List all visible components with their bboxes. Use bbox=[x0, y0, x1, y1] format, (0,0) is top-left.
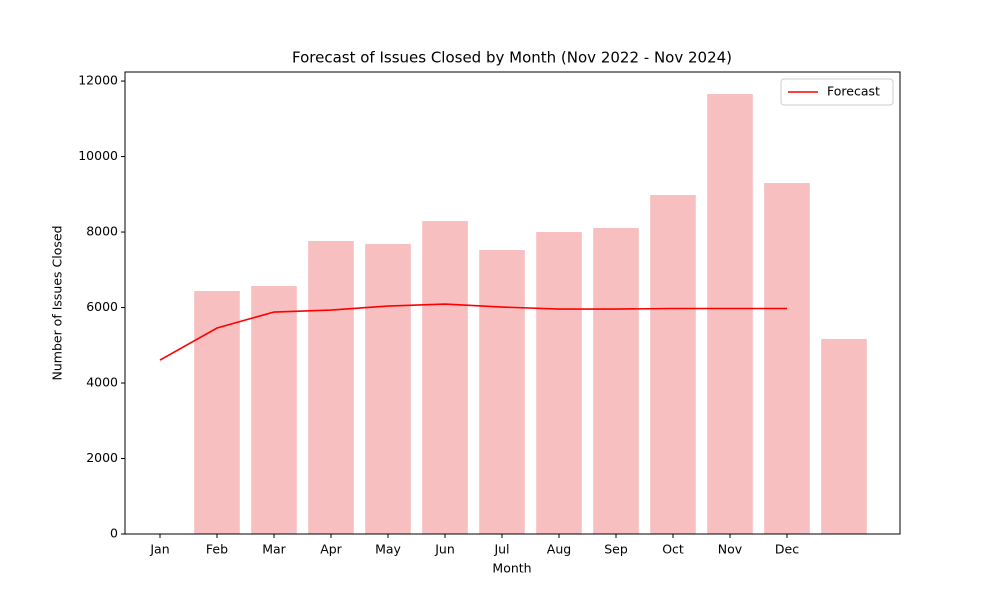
bar bbox=[365, 244, 411, 534]
bar bbox=[194, 291, 240, 534]
x-tick-label: Oct bbox=[662, 542, 684, 557]
x-tick-label: Nov bbox=[718, 542, 743, 557]
y-tick-label: 10000 bbox=[78, 148, 118, 163]
plot-frame bbox=[124, 71, 901, 535]
bar bbox=[821, 339, 867, 534]
bar bbox=[479, 250, 525, 534]
y-tick-label: 4000 bbox=[86, 375, 118, 390]
y-tick-label: 2000 bbox=[86, 450, 118, 465]
bar bbox=[707, 94, 753, 534]
x-tick-label: Feb bbox=[206, 542, 228, 557]
bar bbox=[422, 221, 468, 534]
x-tick-label: Jan bbox=[149, 542, 169, 557]
bar bbox=[593, 228, 639, 534]
x-tick-label: Aug bbox=[547, 542, 571, 557]
bar bbox=[308, 241, 354, 534]
bar bbox=[764, 183, 810, 534]
bar bbox=[650, 195, 696, 535]
y-tick-label: 0 bbox=[110, 526, 118, 541]
chart-title: Forecast of Issues Closed by Month (Nov … bbox=[292, 49, 732, 67]
bar bbox=[536, 232, 582, 534]
bar bbox=[251, 286, 297, 534]
x-tick-label: Jun bbox=[434, 542, 455, 557]
y-tick-label: 8000 bbox=[86, 224, 118, 239]
x-tick-label: Apr bbox=[320, 542, 342, 557]
y-tick-label: 12000 bbox=[78, 73, 118, 88]
x-tick-label: Jul bbox=[493, 542, 509, 557]
x-tick-label: Mar bbox=[262, 542, 286, 557]
y-tick-label: 6000 bbox=[86, 299, 118, 314]
legend-box bbox=[780, 78, 894, 106]
x-tick-label: Sep bbox=[604, 542, 628, 557]
x-tick-label: Dec bbox=[775, 542, 799, 557]
legend-label: Forecast bbox=[827, 84, 880, 99]
forecast-line bbox=[159, 303, 787, 361]
x-tick-label: May bbox=[375, 542, 401, 557]
y-axis-label: Number of Issues Closed bbox=[50, 225, 65, 380]
x-axis-label: Month bbox=[492, 561, 531, 576]
